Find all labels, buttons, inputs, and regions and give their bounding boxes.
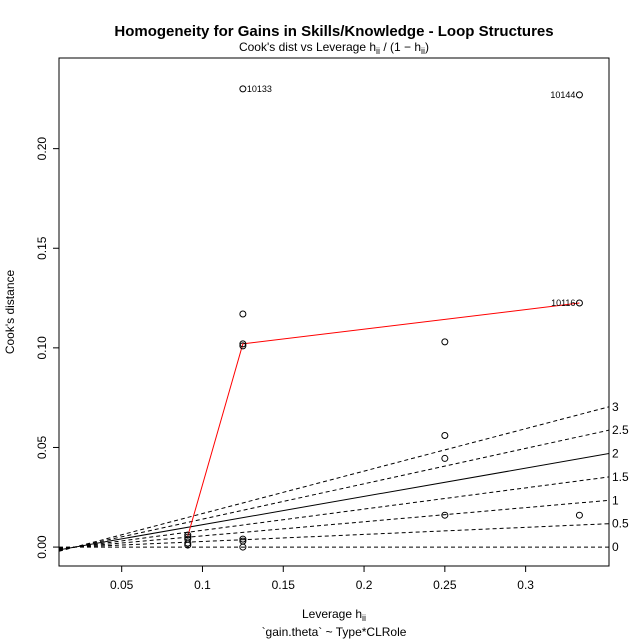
point-id-label: 10116 bbox=[551, 298, 575, 308]
data-point bbox=[239, 340, 247, 348]
x-axis: 0.05 0.1 0.15 0.2 0.25 0.3 bbox=[110, 565, 534, 592]
data-point bbox=[239, 342, 247, 350]
x-tick-label: 0.2 bbox=[356, 578, 373, 592]
data-point bbox=[239, 310, 247, 318]
data-point bbox=[575, 511, 583, 519]
data-point bbox=[575, 91, 583, 99]
cooks-contour-0-5 bbox=[59, 523, 609, 549]
x-tick-label: 0.3 bbox=[517, 578, 534, 592]
y-tick-label: 0.20 bbox=[35, 137, 49, 161]
y-tick-label: 0.10 bbox=[35, 336, 49, 360]
cooks-contour-1-5 bbox=[59, 476, 609, 550]
data-point bbox=[184, 531, 192, 539]
y-axis: 0.00 0.05 0.10 0.15 0.20 bbox=[35, 137, 60, 559]
y-axis-label: Cook's distance bbox=[3, 270, 17, 355]
plot-frame bbox=[58, 57, 610, 567]
y-tick-label: 0.05 bbox=[35, 435, 49, 459]
chart-subtitle: Cook's dist vs Leverage hii / (1 − hii) bbox=[239, 40, 429, 56]
x-tick-label: 0.05 bbox=[110, 578, 134, 592]
data-point bbox=[441, 432, 449, 440]
cooks-contour-3 bbox=[59, 406, 609, 552]
x-axis-label: Leverage hii bbox=[302, 607, 366, 623]
data-point bbox=[184, 539, 192, 547]
contour-labels-layer: 3 2.5 2 1.5 1 0.5 0 bbox=[612, 400, 629, 554]
data-point bbox=[184, 541, 192, 549]
x-tick-label: 0.15 bbox=[272, 578, 296, 592]
cooks-contour-1 bbox=[59, 499, 609, 549]
chart-title: Homogeneity for Gains in Skills/Knowledg… bbox=[114, 23, 553, 40]
contour-label: 2 bbox=[612, 447, 619, 461]
contour-label: 1.5 bbox=[612, 470, 629, 484]
contour-label: 0 bbox=[612, 540, 619, 554]
x-tick-label: 0.1 bbox=[194, 578, 211, 592]
cooks-contour-2-5 bbox=[59, 429, 609, 552]
smoother-line bbox=[187, 302, 580, 537]
data-point bbox=[441, 338, 449, 346]
contour-label: 0.5 bbox=[612, 517, 629, 531]
y-tick-label: 0.15 bbox=[35, 236, 49, 260]
cooks-contour-2 bbox=[59, 453, 609, 551]
data-point bbox=[239, 535, 247, 543]
model-formula-caption: `gain.theta` ~ Type*CLRole bbox=[262, 625, 407, 639]
point-id-label: 10133 bbox=[247, 84, 272, 94]
data-point bbox=[441, 511, 449, 519]
contour-label: 2.5 bbox=[612, 423, 629, 437]
point-labels-layer: 10133 10144 10116 bbox=[247, 84, 576, 308]
y-tick-label: 0.00 bbox=[35, 535, 49, 559]
smoother-layer bbox=[187, 302, 580, 537]
x-tick-label: 0.25 bbox=[433, 578, 457, 592]
cooks-contour-lines bbox=[59, 406, 609, 552]
data-point bbox=[239, 543, 247, 551]
data-point bbox=[441, 454, 449, 462]
points-layer bbox=[184, 85, 583, 551]
contour-label: 1 bbox=[612, 493, 619, 507]
point-id-label: 10144 bbox=[550, 90, 575, 100]
contour-label: 3 bbox=[612, 400, 619, 414]
data-point bbox=[239, 85, 247, 93]
data-point bbox=[575, 299, 583, 307]
